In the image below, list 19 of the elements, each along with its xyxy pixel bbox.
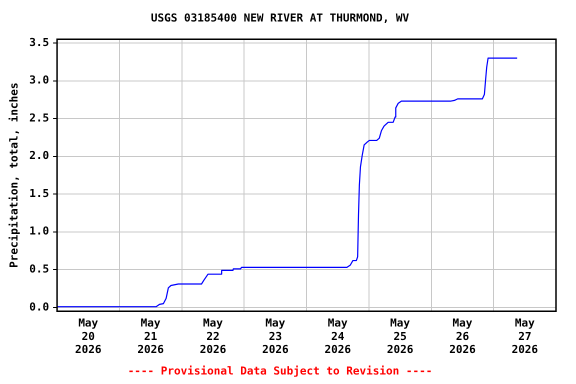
y-tick-label: 3.5	[29, 36, 50, 49]
y-tick-label: 1.5	[29, 186, 50, 200]
x-tick-label: May 27 2026	[512, 316, 538, 356]
x-tick-label: May 20 2026	[75, 316, 102, 356]
y-tick-label: 0.0	[29, 300, 50, 314]
y-tick-label: 1.0	[29, 224, 50, 238]
y-tick-label: 2.0	[29, 149, 50, 162]
y-axis-title: Precipitation, total, inches	[7, 82, 20, 268]
x-tick-label: May 24 2026	[324, 316, 352, 356]
x-tick-label: May 26 2026	[449, 316, 476, 356]
text: ---- Provisional Data Subject to Revision ----	[128, 364, 432, 378]
x-tick-label: May 25 2026	[386, 316, 414, 356]
y-tick-label: 3.0	[29, 74, 50, 87]
y-tick-label: 0.5	[29, 262, 50, 276]
y-tick-label: 2.5	[29, 111, 50, 124]
x-tick-label: May 21 2026	[137, 316, 164, 356]
chart-title: USGS 03185400 NEW RIVER AT THURMOND, WV	[150, 11, 410, 24]
x-tick-label: May 23 2026	[262, 316, 289, 356]
x-tick-label: May 22 2026	[200, 316, 227, 356]
